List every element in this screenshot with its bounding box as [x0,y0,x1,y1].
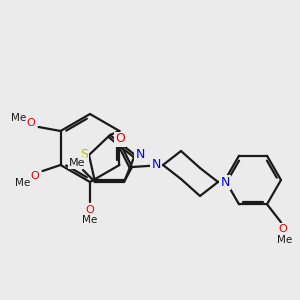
Text: Me: Me [69,158,85,168]
Text: Me: Me [11,113,26,123]
Text: Me: Me [278,235,292,245]
Text: Me: Me [15,178,30,188]
Text: Me: Me [82,215,98,225]
Text: N: N [151,158,161,172]
Text: N: N [135,148,145,160]
Text: O: O [26,118,35,128]
Text: S: S [80,148,88,161]
Text: O: O [279,224,287,234]
Text: O: O [115,133,125,146]
Text: O: O [85,205,94,215]
Text: N: N [220,176,230,188]
Text: O: O [30,171,39,181]
